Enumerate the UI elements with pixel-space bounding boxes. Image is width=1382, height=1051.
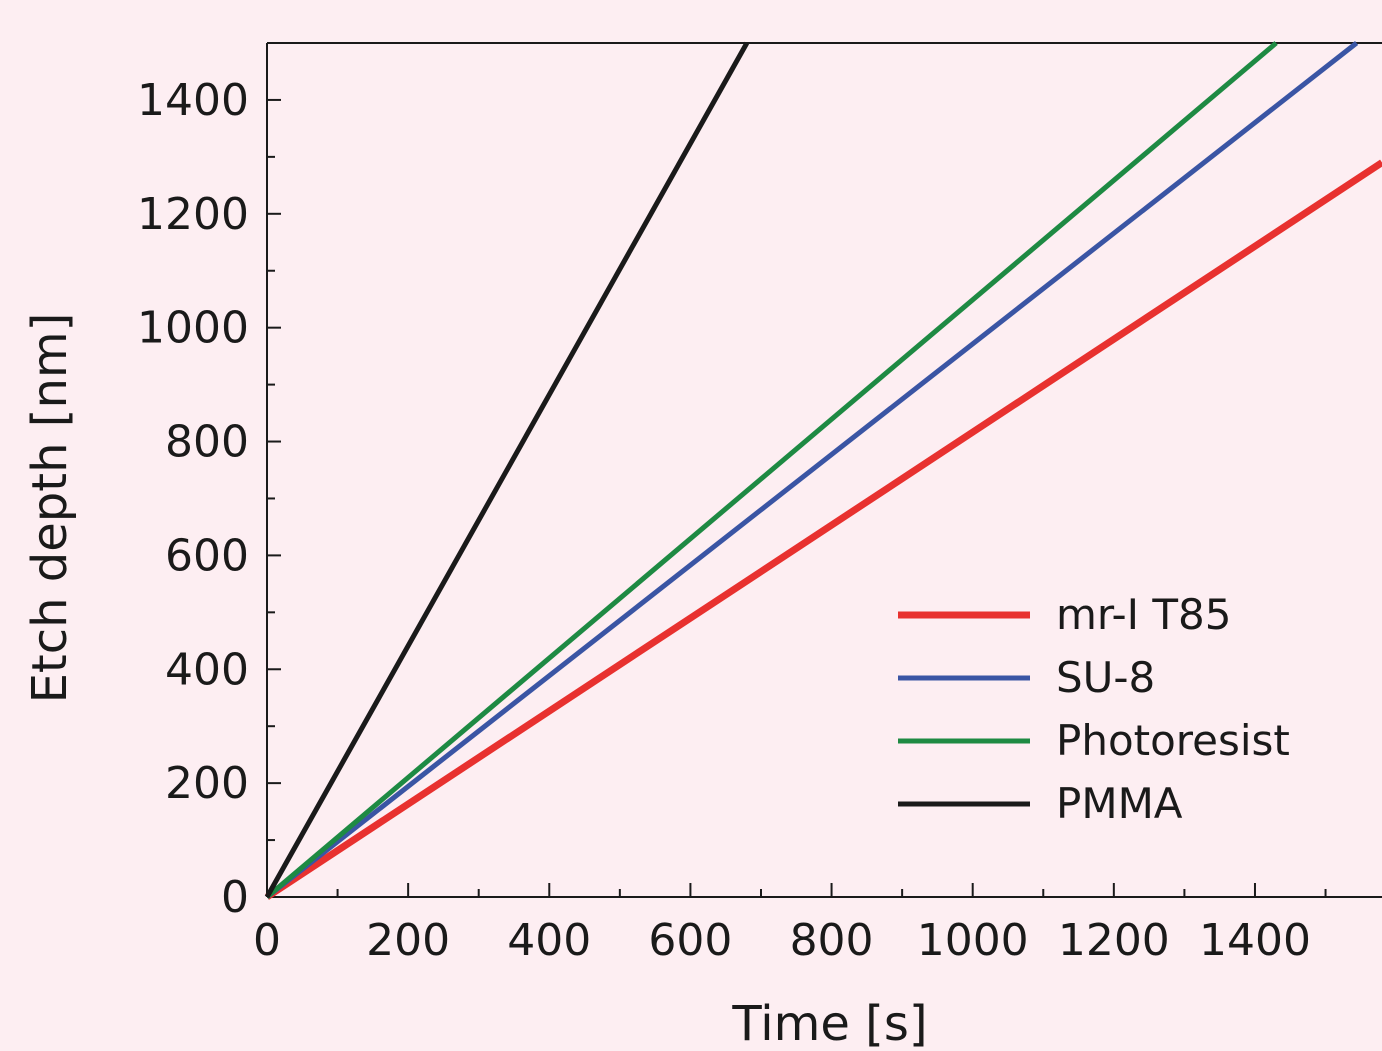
x-axis-title: Time [s]	[731, 996, 927, 1051]
x-axis-ticks: 0 200 400 600 800 1000 1200 1400	[253, 883, 1327, 966]
x-tick-label: 200	[366, 915, 450, 966]
x-tick-label: 400	[507, 915, 591, 966]
legend-label-su-8: SU-8	[1056, 653, 1155, 702]
y-tick-label: 400	[165, 644, 249, 695]
x-tick-label: 1400	[1199, 915, 1311, 966]
legend-label-pmma: PMMA	[1056, 779, 1183, 828]
y-tick-label: 1000	[137, 303, 249, 354]
legend: mr-I T85 SU-8 Photoresist PMMA	[898, 590, 1290, 828]
x-tick-label: 0	[253, 915, 281, 966]
y-tick-label: 1400	[137, 75, 249, 126]
series-line-pmma	[264, 41, 750, 899]
legend-label-mr-i-t85: mr-I T85	[1056, 590, 1232, 639]
y-tick-label: 800	[165, 417, 249, 468]
series-lines	[264, 41, 1382, 900]
series-line-photoresist	[265, 41, 1278, 899]
x-tick-label: 600	[648, 915, 732, 966]
plot-frame	[266, 42, 1382, 898]
y-tick-label: 0	[221, 872, 249, 923]
legend-label-photoresist: Photoresist	[1056, 716, 1290, 765]
y-tick-label: 200	[165, 758, 249, 809]
x-tick-label: 800	[790, 915, 874, 966]
x-tick-label: 1200	[1058, 915, 1170, 966]
y-axis-title: Etch depth [nm]	[22, 313, 78, 704]
series-line-su-8	[265, 41, 1359, 899]
y-tick-label: 600	[165, 530, 249, 581]
y-tick-label: 1200	[137, 189, 249, 240]
y-axis-ticks: 0 200 400 600 800 1000 1200 1400	[137, 75, 281, 923]
series-line-mr-i-t85	[265, 159, 1382, 900]
x-tick-label: 1000	[917, 915, 1029, 966]
